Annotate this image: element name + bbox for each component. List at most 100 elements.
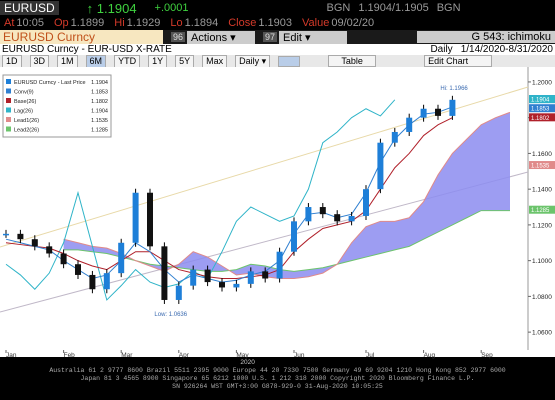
last-price: ↑ 1.1904 bbox=[86, 0, 137, 16]
table-button[interactable]: Table bbox=[328, 55, 377, 67]
candle bbox=[348, 215, 355, 222]
candle bbox=[103, 273, 110, 290]
indicator-line bbox=[5, 117, 453, 280]
bid-ask: 1.1904/1.1905 bbox=[358, 2, 429, 14]
axis-tag-label: 1.1802 bbox=[531, 116, 550, 122]
range-button[interactable]: YTD bbox=[114, 54, 141, 68]
candle bbox=[118, 242, 125, 274]
range-button[interactable]: 1M bbox=[57, 54, 78, 68]
axis-tag bbox=[529, 161, 555, 170]
security-field[interactable]: EURUSD Curncy bbox=[0, 30, 163, 44]
x-tick-label: Apr bbox=[179, 352, 190, 359]
y-tick-label: 1.2000 bbox=[532, 79, 552, 86]
x-tick-label: Feb bbox=[64, 352, 76, 359]
ticker[interactable]: EURUSD bbox=[0, 1, 59, 15]
range-button[interactable]: 6M bbox=[85, 54, 107, 68]
y-tick-label: 1.1000 bbox=[532, 258, 552, 265]
candle bbox=[204, 269, 211, 283]
candle bbox=[247, 271, 254, 284]
y-tick-label: 1.1400 bbox=[532, 187, 552, 194]
quote-label: Close bbox=[228, 17, 257, 29]
range-buttons: 1D 3D 1M 6M YTD 1Y 5Y Max Daily ▾ Table Edit Cha… bbox=[0, 54, 555, 68]
legend-label: Lag(26) bbox=[14, 109, 33, 115]
candle bbox=[3, 233, 9, 236]
chart-type-button[interactable] bbox=[278, 55, 301, 67]
quote-value: 10:05 bbox=[16, 17, 44, 29]
range-button[interactable]: 1D bbox=[2, 54, 22, 68]
legend-label: Base(26) bbox=[14, 99, 36, 105]
footer-line: Australia 61 2 9777 8600 Brazil 5511 239… bbox=[49, 367, 506, 374]
quote-label: Hi bbox=[114, 17, 125, 29]
x-tick-label: Sep bbox=[481, 352, 493, 359]
axis-tag-label: 1.1904 bbox=[531, 98, 550, 104]
candle bbox=[17, 233, 24, 240]
x-tick-label: Aug bbox=[424, 352, 436, 359]
legend-label: Lead2(26) bbox=[14, 128, 39, 134]
axis-tag bbox=[529, 95, 555, 104]
footer-line: SN 926264 WST GMT+3:00 G878-929-0 31-Aug… bbox=[172, 383, 383, 390]
candle bbox=[363, 189, 369, 216]
indicator-line bbox=[63, 111, 511, 280]
legend-label: EURUSD Curncy - Last Price bbox=[14, 80, 86, 86]
legend-value: 1.1802 bbox=[91, 99, 108, 105]
quote-label: Op bbox=[53, 17, 69, 29]
axis-tag bbox=[529, 104, 555, 113]
button-group: 1D 3D 1M 6M YTD 1Y 5Y Max Daily ▾ bbox=[2, 54, 278, 68]
range-button[interactable]: 1Y bbox=[148, 54, 168, 68]
x-tick-label: Jul bbox=[366, 352, 375, 359]
date-range: 1/14/2020-8/31/2020 bbox=[460, 44, 553, 55]
candle bbox=[406, 117, 413, 132]
axis-tag bbox=[529, 205, 555, 214]
candle bbox=[319, 207, 326, 215]
axis-tag bbox=[529, 113, 555, 122]
footer: Australia 61 2 9777 8600 Brazil 5511 239… bbox=[0, 367, 555, 391]
candle bbox=[262, 271, 269, 279]
candle bbox=[89, 274, 96, 290]
candle bbox=[435, 108, 441, 116]
axis-tag-label: 1.1285 bbox=[531, 208, 550, 214]
candle bbox=[377, 142, 384, 190]
range-button[interactable]: Daily ▾ bbox=[235, 54, 271, 68]
legend-swatch bbox=[6, 98, 11, 103]
quote-value: 1.1903 bbox=[258, 17, 293, 29]
y-tick-label: 1.1200 bbox=[532, 222, 552, 229]
legend-swatch bbox=[6, 79, 11, 84]
low-annotation: Low: 1.0636 bbox=[154, 312, 187, 318]
legend-label: Conv(9) bbox=[14, 90, 34, 96]
candle bbox=[334, 214, 341, 222]
legend-swatch bbox=[6, 107, 11, 113]
legend: EURUSD Curncy - Last Price 1.1904 Conv(9) 1… bbox=[2, 74, 112, 138]
edit-menu[interactable]: Edit ▾ bbox=[279, 30, 348, 44]
description: EURUSD Curncy - EUR-USD X-RATE bbox=[2, 44, 172, 55]
x-tick-label: May bbox=[236, 352, 249, 359]
candle bbox=[391, 131, 398, 143]
candle bbox=[233, 283, 240, 288]
legend-swatch bbox=[6, 126, 11, 132]
quote-label: At bbox=[4, 17, 15, 29]
edit-chart-button[interactable]: Edit Chart bbox=[424, 55, 493, 67]
chart: EURUSD Curncy - Last Price 1.1904 Conv(9) 1… bbox=[0, 67, 555, 367]
quote-value: 1.1894 bbox=[184, 17, 219, 29]
x-tick-label: Mar bbox=[121, 352, 133, 359]
legend-label: Lead1(26) bbox=[14, 118, 39, 124]
axis-tag-label: 1.1853 bbox=[531, 107, 550, 113]
candle bbox=[449, 99, 456, 116]
x-tick-label: Jan bbox=[6, 352, 17, 359]
menu-number: 97 bbox=[263, 32, 278, 42]
legend-box bbox=[2, 74, 112, 138]
candle bbox=[420, 108, 427, 118]
candle bbox=[291, 221, 297, 252]
range-button[interactable]: Max bbox=[202, 54, 228, 68]
y-tick-label: 1.1600 bbox=[532, 151, 552, 158]
quote-value: 1.1899 bbox=[70, 17, 105, 29]
range-button[interactable]: 3D bbox=[29, 54, 50, 68]
legend-value: 1.1535 bbox=[91, 118, 108, 124]
y-tick-label: 1.0800 bbox=[532, 294, 552, 301]
range-button[interactable]: 5Y bbox=[175, 54, 195, 68]
candle bbox=[219, 282, 225, 288]
candle bbox=[132, 192, 139, 243]
frequency: Daily bbox=[430, 44, 453, 55]
high-annotation: Hi: 1.1966 bbox=[440, 86, 468, 92]
candle bbox=[175, 285, 182, 300]
actions-menu[interactable]: Actions ▾ bbox=[187, 30, 256, 44]
